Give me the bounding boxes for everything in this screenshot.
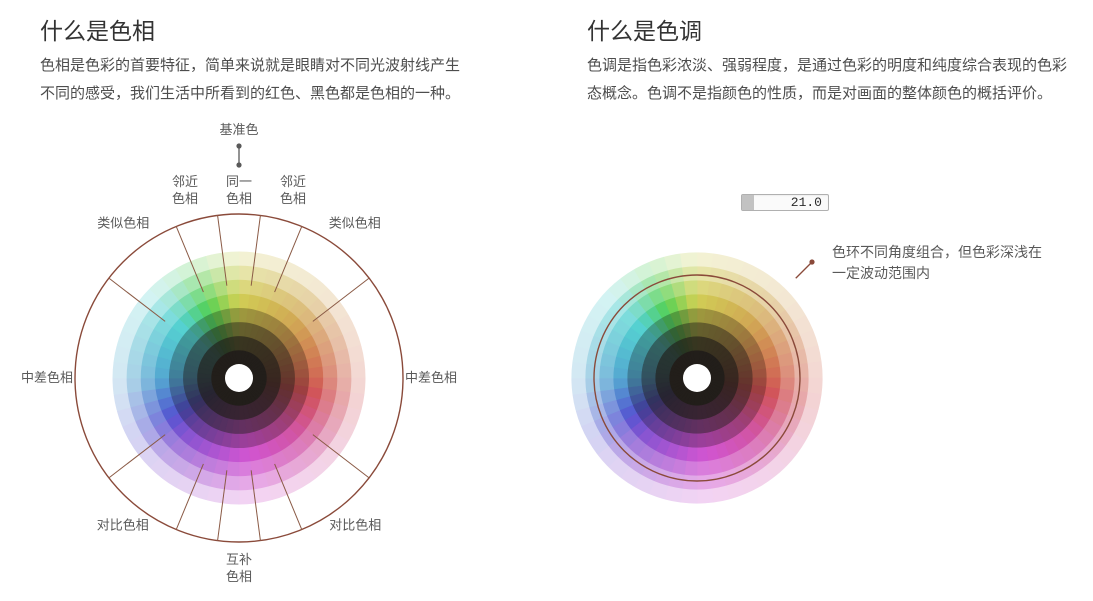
svg-text:基准色: 基准色 bbox=[219, 122, 258, 137]
svg-text:同一: 同一 bbox=[226, 174, 252, 189]
svg-text:互补: 互补 bbox=[226, 552, 252, 567]
svg-text:中差色相: 中差色相 bbox=[21, 370, 73, 385]
svg-text:类似色相: 类似色相 bbox=[329, 215, 381, 230]
svg-text:类似色相: 类似色相 bbox=[97, 215, 149, 230]
svg-text:色相: 色相 bbox=[172, 191, 198, 206]
svg-text:对比色相: 对比色相 bbox=[97, 518, 149, 533]
svg-text:对比色相: 对比色相 bbox=[329, 518, 381, 533]
svg-text:中差色相: 中差色相 bbox=[405, 370, 457, 385]
svg-text:邻近: 邻近 bbox=[172, 174, 198, 189]
svg-text:邻近: 邻近 bbox=[280, 174, 306, 189]
svg-text:色相: 色相 bbox=[226, 191, 252, 206]
svg-text:色相: 色相 bbox=[226, 569, 252, 584]
svg-text:色相: 色相 bbox=[280, 191, 306, 206]
